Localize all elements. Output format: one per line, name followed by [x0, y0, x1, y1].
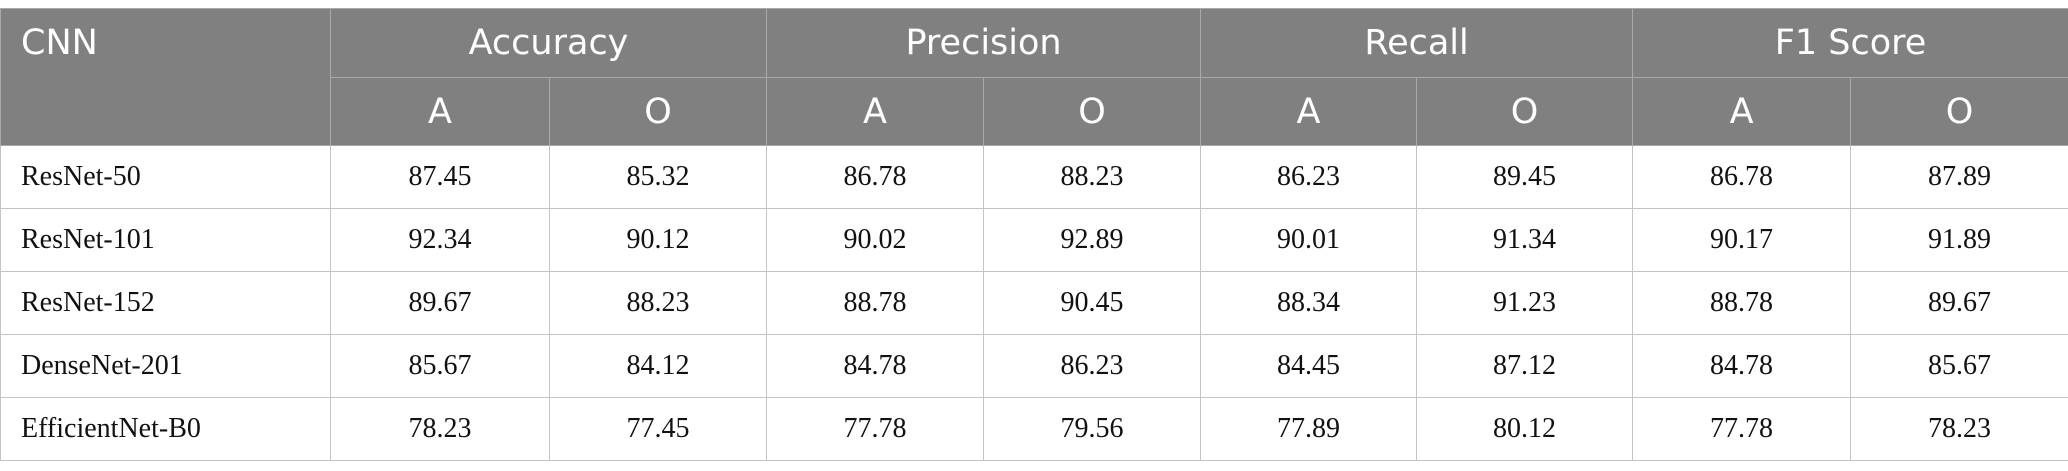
table-row: ResNet-50 87.45 85.32 86.78 88.23 86.23 … [0, 145, 2068, 209]
table-cell: 84.45 [1200, 334, 1418, 398]
model-name: ResNet-101 [0, 208, 331, 272]
subheader-o: O [983, 77, 1202, 146]
table-cell: 78.23 [1850, 397, 2068, 461]
header-accuracy: Accuracy [329, 8, 768, 78]
table-row: EfficientNet-B0 78.23 77.45 77.78 79.56 … [0, 397, 2068, 461]
subheader-o: O [1416, 77, 1634, 146]
subheader-a: A [766, 77, 985, 146]
table-cell: 88.23 [983, 145, 1202, 209]
table-cell: 88.34 [1200, 271, 1418, 335]
table-cell: 87.12 [1416, 334, 1634, 398]
subheader-a: A [1200, 77, 1418, 146]
subheader-a: A [330, 77, 550, 146]
table-cell: 78.23 [330, 397, 550, 461]
subheader-a: A [1632, 77, 1852, 146]
table-cell: 77.78 [766, 397, 985, 461]
table-cell: 86.78 [766, 145, 985, 209]
table-cell: 92.89 [983, 208, 1202, 272]
header-cnn: CNN [0, 8, 331, 146]
header-precision: Precision [766, 8, 1202, 78]
table-cell: 91.23 [1416, 271, 1634, 335]
results-table-container: CNN Accuracy Precision Recall F1 Score A… [0, 8, 2068, 461]
table-cell: 89.67 [1850, 271, 2068, 335]
table-cell: 84.78 [1632, 334, 1852, 398]
header-row-groups: CNN Accuracy Precision Recall F1 Score [0, 8, 2068, 146]
model-name: ResNet-152 [0, 271, 331, 335]
results-table: CNN Accuracy Precision Recall F1 Score A… [0, 8, 2068, 461]
table-cell: 77.89 [1200, 397, 1418, 461]
table-cell: 92.34 [330, 208, 550, 272]
header-row-subcols: A O A O A O A O [1, 77, 2068, 146]
model-name: DenseNet-201 [0, 334, 331, 398]
table-cell: 87.45 [330, 145, 550, 209]
table-row: ResNet-152 89.67 88.23 88.78 90.45 88.34… [0, 271, 2068, 335]
table-cell: 90.01 [1200, 208, 1418, 272]
table-cell: 86.23 [1200, 145, 1418, 209]
table-cell: 85.32 [548, 145, 768, 209]
subheader-o: O [1850, 77, 2068, 146]
header-recall: Recall [1200, 8, 1634, 78]
table-cell: 85.67 [330, 334, 550, 398]
table-cell: 86.78 [1632, 145, 1852, 209]
table-cell: 90.02 [766, 208, 985, 272]
table-cell: 77.45 [548, 397, 768, 461]
table-cell: 91.34 [1416, 208, 1634, 272]
table-cell: 87.89 [1850, 145, 2068, 209]
table-cell: 86.23 [983, 334, 1202, 398]
table-cell: 84.12 [548, 334, 768, 398]
model-name: EfficientNet-B0 [0, 397, 331, 461]
table-row: DenseNet-201 85.67 84.12 84.78 86.23 84.… [0, 334, 2068, 398]
table-row: ResNet-101 92.34 90.12 90.02 92.89 90.01… [0, 208, 2068, 272]
model-name: ResNet-50 [0, 145, 331, 209]
header-f1-score: F1 Score [1632, 8, 2068, 78]
table-cell: 85.67 [1850, 334, 2068, 398]
table-cell: 77.78 [1632, 397, 1852, 461]
table-cell: 90.12 [548, 208, 768, 272]
table-cell: 79.56 [983, 397, 1202, 461]
table-cell: 90.45 [983, 271, 1202, 335]
table-cell: 88.78 [1632, 271, 1852, 335]
table-cell: 89.67 [330, 271, 550, 335]
table-cell: 84.78 [766, 334, 985, 398]
subheader-o: O [548, 77, 768, 146]
table-cell: 91.89 [1850, 208, 2068, 272]
table-cell: 89.45 [1416, 145, 1634, 209]
table-cell: 80.12 [1416, 397, 1634, 461]
table-cell: 88.78 [766, 271, 985, 335]
table-cell: 88.23 [548, 271, 768, 335]
table-cell: 90.17 [1632, 208, 1852, 272]
